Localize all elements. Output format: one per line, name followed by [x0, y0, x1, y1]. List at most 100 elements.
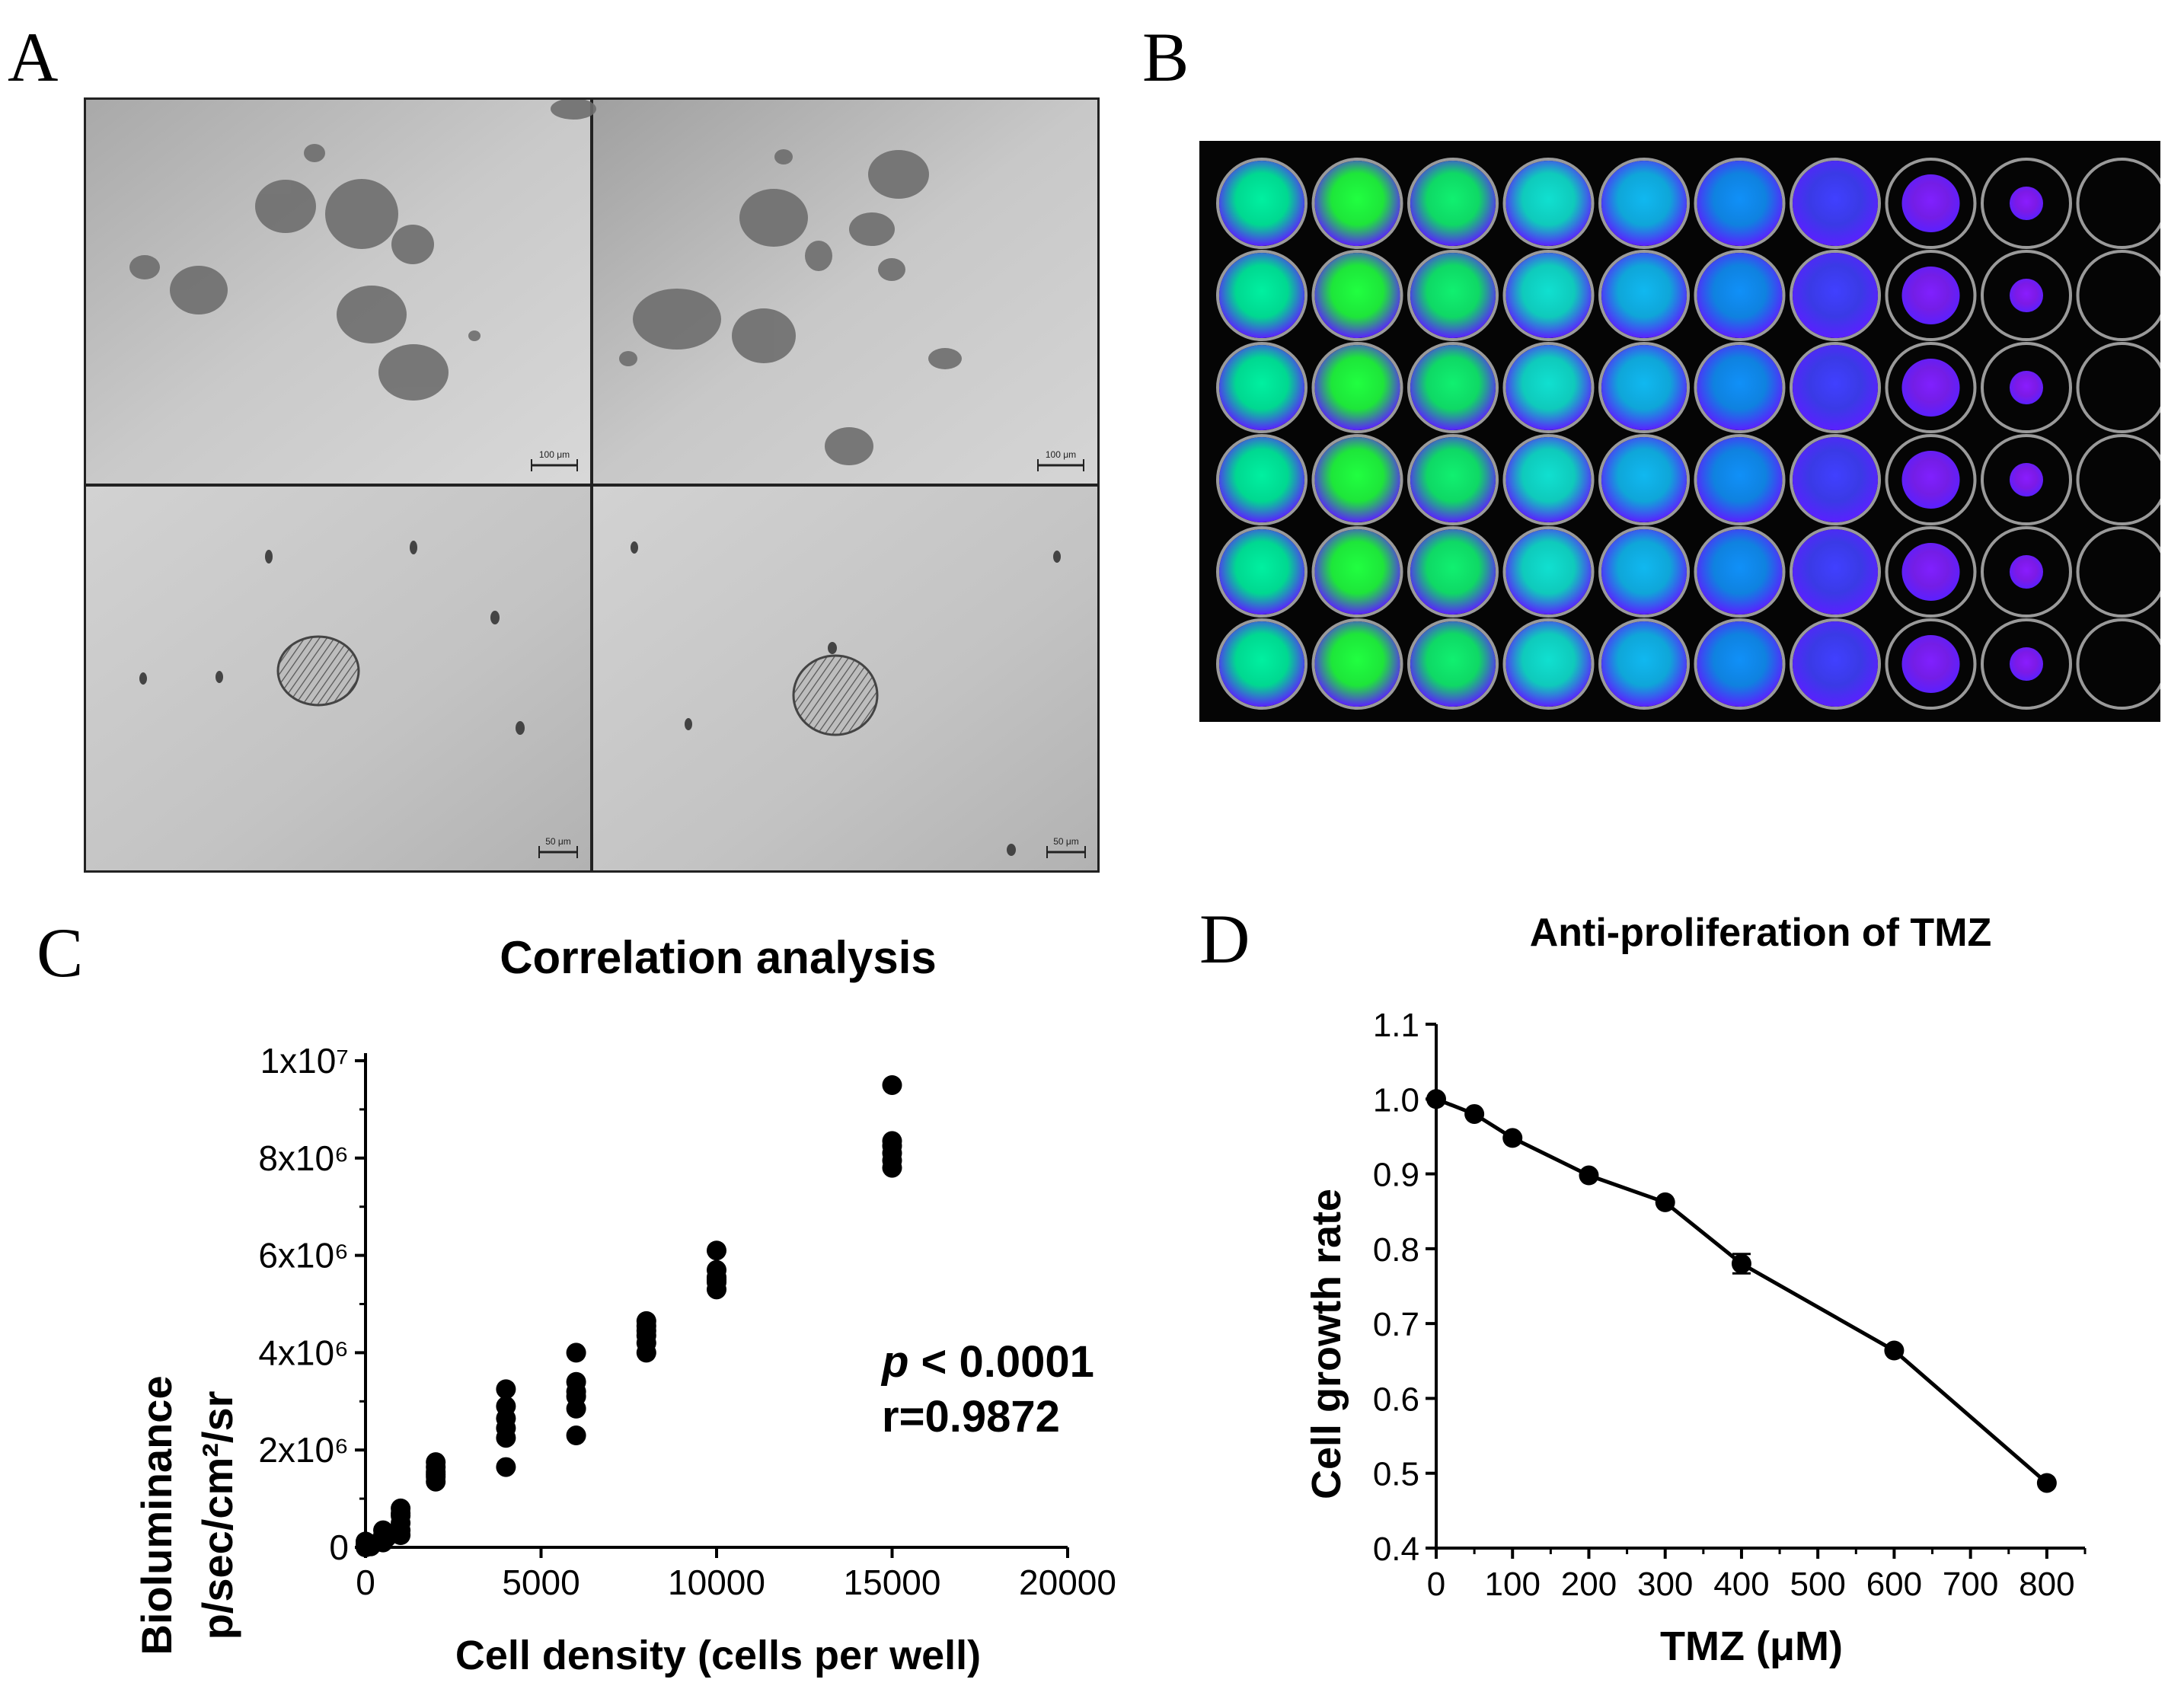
- y-tick-label: 1.1: [1373, 1007, 1419, 1044]
- x-tick-label: 800: [2019, 1566, 2074, 1603]
- scale-label: 50 μm: [545, 836, 571, 847]
- panel-label-c: C: [37, 914, 84, 991]
- plate-well-outline: [1502, 526, 1595, 618]
- plate-well-outline: [1981, 434, 2072, 525]
- plate-well-outline: [1407, 526, 1499, 618]
- plate-well-signal: [1697, 437, 1783, 522]
- plate-well-signal: [1901, 451, 1960, 509]
- x-tick-label: 20000: [1019, 1563, 1116, 1602]
- p-value-text: < 0.0001: [908, 1337, 1094, 1387]
- plate-well-signal: [1219, 621, 1304, 707]
- plate-well-signal: [1410, 437, 1496, 522]
- plate-well-outline: [1502, 618, 1595, 710]
- plate-well-outline: [1311, 434, 1403, 525]
- plate-well-signal: [1793, 529, 1878, 615]
- chart-title: Anti-proliferation of TMZ: [1530, 911, 1992, 955]
- plate-well-outline: [1407, 342, 1499, 433]
- plate-well-outline: [1885, 158, 1977, 249]
- plate-well-outline: [1598, 526, 1690, 618]
- plate-well-outline: [2076, 526, 2160, 618]
- panel-label-d: D: [1199, 900, 1250, 978]
- x-tick-label: 700: [1943, 1566, 1998, 1603]
- plate-well-outline: [1502, 158, 1595, 249]
- plate-well-signal: [2010, 555, 2043, 589]
- scatter-point: [882, 1131, 902, 1151]
- x-tick-label: 15000: [844, 1563, 941, 1602]
- plate-well-outline: [1981, 342, 2072, 433]
- p-italic: p: [880, 1337, 908, 1387]
- scale-bar-top-right: 100 μm: [1037, 449, 1084, 471]
- plate-well-signal: [1505, 161, 1592, 246]
- plate-well-signal: [1697, 529, 1783, 615]
- plate-well-outline: [1981, 250, 2072, 341]
- scatter-point: [391, 1525, 411, 1546]
- spheroid-bottom-left: [139, 541, 525, 735]
- scatter-point: [707, 1240, 726, 1261]
- series-point: [1426, 1089, 1446, 1109]
- scatter-point: [496, 1457, 516, 1477]
- plate-well-outline: [1216, 434, 1308, 525]
- plate-well-signal: [1601, 437, 1687, 522]
- plate-well-signal: [1219, 437, 1304, 522]
- x-tick-label: 200: [1561, 1566, 1617, 1603]
- plate-well-outline: [1885, 526, 1977, 618]
- plate-well-outline: [1216, 526, 1308, 618]
- x-tick-label: 300: [1637, 1566, 1693, 1603]
- y-tick-label: 0.7: [1373, 1306, 1419, 1343]
- plate-well-outline: [1311, 526, 1403, 618]
- plate-well-outline: [1981, 526, 2072, 618]
- plate-well-signal: [1901, 543, 1960, 601]
- plate-well-signal: [1793, 253, 1878, 338]
- plate-well-outline: [1885, 618, 1977, 710]
- plate-well-signal: [1793, 437, 1878, 522]
- y-axis-label-line1: Bioluminance: [133, 1375, 180, 1655]
- plate-well-outline: [1885, 250, 1977, 341]
- scatter-point: [882, 1074, 902, 1095]
- y-axis-label-line2: p/sec/cm²/sr: [193, 1391, 241, 1640]
- plate-well-signal: [2010, 371, 2043, 404]
- plate-well-signal: [1793, 621, 1878, 707]
- plate-well-outline: [1216, 158, 1308, 249]
- plate-well-outline: [1311, 250, 1403, 341]
- plate-well-outline: [1790, 434, 1881, 525]
- plate-well-signal: [1219, 529, 1304, 615]
- plate-well-outline: [1790, 158, 1881, 249]
- plate-well-signal: [1901, 359, 1960, 417]
- plate-well-outline: [1311, 618, 1403, 710]
- y-tick-label: 0.6: [1373, 1381, 1419, 1418]
- scatter-point: [566, 1386, 586, 1406]
- plate-well-signal: [1901, 174, 1960, 232]
- spheroid-cluster-top-left: [129, 100, 596, 401]
- tmz-chart: Anti-proliferation of TMZ Cell growth ra…: [1188, 899, 2168, 1704]
- micrograph-grid: 100 μm 100 μm 50 μm 50 μm: [84, 97, 1100, 873]
- x-axis-label: Cell density (cells per well): [455, 1633, 981, 1678]
- plate-well-signal: [1410, 345, 1496, 430]
- series-point: [1731, 1253, 1751, 1274]
- scatter-point: [707, 1269, 726, 1290]
- plate-well-outline: [1694, 250, 1786, 341]
- x-tick-label: 100: [1485, 1566, 1541, 1603]
- scatter-point: [496, 1379, 516, 1400]
- plate-well-signal: [1601, 345, 1687, 430]
- scale-bar-top-left: 100 μm: [531, 449, 578, 471]
- y-tick-label: 0.8: [1373, 1231, 1419, 1269]
- plate-well-outline: [1407, 618, 1499, 710]
- scale-label: 100 μm: [539, 449, 570, 460]
- panel-label-a: A: [8, 18, 59, 96]
- y-tick-label: 6x10⁶: [258, 1236, 349, 1275]
- y-tick-label: 2x10⁶: [258, 1430, 349, 1470]
- spheroid-bottom-right: [631, 541, 1061, 856]
- plate-well-signal: [1601, 529, 1687, 615]
- plate-well-signal: [1219, 253, 1304, 338]
- x-tick-label: 0: [356, 1563, 375, 1602]
- y-axis-label: Cell growth rate: [1304, 1189, 1349, 1499]
- plate-well-signal: [1314, 253, 1400, 338]
- scatter-point: [566, 1425, 586, 1446]
- plate-well-outline: [1407, 434, 1499, 525]
- p-value-annotation: p < 0.0001: [880, 1337, 1094, 1387]
- plate-well-outline: [1790, 250, 1881, 341]
- scale-label: 50 μm: [1053, 836, 1079, 847]
- plate-well-signal: [1410, 529, 1496, 615]
- series-point: [1884, 1340, 1905, 1361]
- series-point: [1655, 1192, 1675, 1212]
